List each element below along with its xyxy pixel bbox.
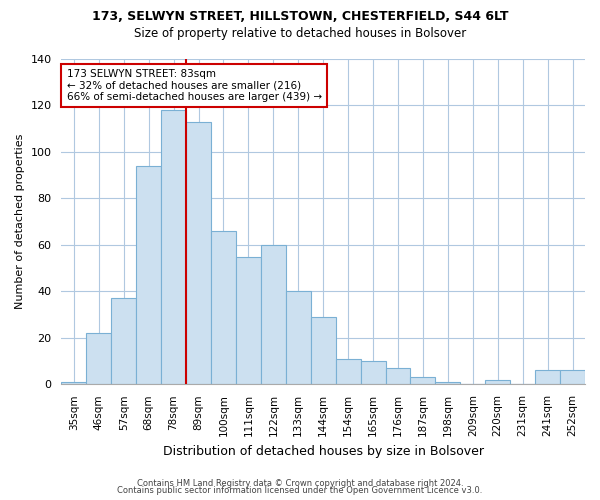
Bar xyxy=(261,245,286,384)
Bar xyxy=(535,370,560,384)
Bar xyxy=(61,382,86,384)
Bar xyxy=(311,317,335,384)
Bar xyxy=(436,382,460,384)
Y-axis label: Number of detached properties: Number of detached properties xyxy=(15,134,25,310)
Text: Contains HM Land Registry data © Crown copyright and database right 2024.: Contains HM Land Registry data © Crown c… xyxy=(137,478,463,488)
Text: Size of property relative to detached houses in Bolsover: Size of property relative to detached ho… xyxy=(134,28,466,40)
Bar xyxy=(111,298,136,384)
Text: 173 SELWYN STREET: 83sqm
← 32% of detached houses are smaller (216)
66% of semi-: 173 SELWYN STREET: 83sqm ← 32% of detach… xyxy=(67,69,322,102)
Bar xyxy=(560,370,585,384)
Bar xyxy=(335,359,361,384)
Bar xyxy=(186,122,211,384)
Bar xyxy=(211,231,236,384)
Bar xyxy=(485,380,510,384)
Bar xyxy=(410,378,436,384)
Bar xyxy=(386,368,410,384)
Bar xyxy=(161,110,186,384)
X-axis label: Distribution of detached houses by size in Bolsover: Distribution of detached houses by size … xyxy=(163,444,484,458)
Bar xyxy=(236,256,261,384)
Text: Contains public sector information licensed under the Open Government Licence v3: Contains public sector information licen… xyxy=(118,486,482,495)
Text: 173, SELWYN STREET, HILLSTOWN, CHESTERFIELD, S44 6LT: 173, SELWYN STREET, HILLSTOWN, CHESTERFI… xyxy=(92,10,508,23)
Bar xyxy=(361,361,386,384)
Bar xyxy=(286,292,311,384)
Bar xyxy=(86,333,111,384)
Bar xyxy=(136,166,161,384)
